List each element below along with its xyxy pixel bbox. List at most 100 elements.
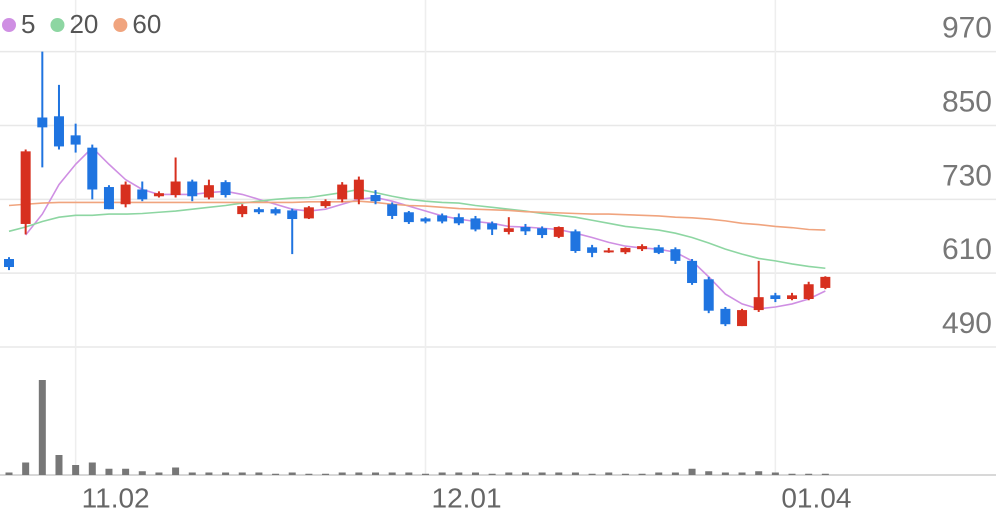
- legend-label: 60: [132, 9, 161, 39]
- volume-bar: [72, 465, 80, 475]
- candle-body: [203, 185, 214, 198]
- volume-bar: [405, 472, 413, 475]
- volume-bar: [621, 473, 629, 475]
- volume-bar: [238, 472, 246, 475]
- candle-body: [53, 116, 64, 147]
- volume-bar: [738, 472, 746, 475]
- candle-body: [670, 249, 681, 261]
- candle-body: [103, 187, 114, 210]
- candle-body: [537, 228, 548, 236]
- x-tick-label: 12.01: [432, 482, 502, 513]
- candle-body: [687, 260, 698, 284]
- candle-body: [153, 193, 164, 197]
- volume-bar: [188, 472, 196, 475]
- volume-bar: [355, 472, 363, 475]
- volume-bar: [488, 473, 496, 475]
- volume-bar: [38, 380, 46, 475]
- volume-bar: [721, 472, 729, 475]
- volume-bar: [172, 467, 180, 475]
- candle-body: [237, 206, 248, 215]
- candle-body: [587, 247, 598, 253]
- volume-bar: [821, 473, 829, 475]
- volume-bar: [138, 471, 146, 475]
- candle-body: [170, 181, 181, 196]
- candle-body: [337, 184, 348, 200]
- candle-body: [287, 210, 298, 220]
- volume-bar: [755, 471, 763, 475]
- volume-bar: [788, 473, 796, 475]
- volume-bar: [272, 473, 280, 475]
- candle-body: [270, 209, 281, 214]
- volume-bar: [505, 472, 513, 475]
- candle-body: [120, 184, 131, 205]
- volume-bar: [372, 472, 380, 475]
- volume-bar: [538, 472, 546, 475]
- candle-body: [753, 297, 764, 311]
- candle-body: [20, 151, 31, 224]
- volume-bar: [705, 471, 713, 475]
- volume-bar: [588, 473, 596, 475]
- candle-body: [570, 231, 581, 252]
- candle-body: [387, 204, 398, 216]
- volume-bar: [638, 473, 646, 475]
- volume-bar: [571, 472, 579, 475]
- legend-swatch: [2, 18, 16, 32]
- candle-body: [370, 195, 381, 202]
- volume-bar: [122, 468, 130, 475]
- candle-body: [770, 295, 781, 300]
- candle-body: [137, 189, 148, 200]
- candle-body: [553, 227, 564, 237]
- volume-bar: [22, 462, 30, 475]
- candle-body: [637, 246, 648, 250]
- volume-bar: [288, 472, 296, 475]
- candle-body: [487, 223, 498, 230]
- candle-body: [820, 276, 831, 288]
- candle-body: [803, 284, 814, 300]
- y-tick-label: 970: [942, 12, 992, 45]
- y-tick-label: 730: [942, 159, 992, 192]
- volume-bar: [322, 473, 330, 475]
- candle-body: [787, 295, 798, 300]
- volume-bar: [605, 472, 613, 475]
- volume-bar: [88, 462, 96, 475]
- candle-body: [220, 182, 231, 196]
- candle-body: [37, 117, 48, 128]
- candle-body: [253, 209, 264, 213]
- volume-bar: [771, 472, 779, 475]
- ma-line: [8, 200, 826, 231]
- volume-bar: [5, 472, 13, 475]
- x-tick-label: 01.04: [781, 482, 851, 513]
- volume-bar: [255, 472, 263, 475]
- candle-body: [703, 279, 714, 311]
- candle-body: [737, 310, 748, 327]
- volume-bar: [222, 472, 230, 475]
- y-tick-label: 850: [942, 85, 992, 118]
- volume-bar: [555, 472, 563, 475]
- ma-line: [8, 188, 826, 270]
- candle-body: [720, 308, 731, 325]
- x-tick-label: 11.02: [82, 482, 150, 513]
- volume-bar: [655, 472, 663, 475]
- volume-bar: [688, 468, 696, 475]
- candle-body: [353, 179, 364, 200]
- candle-body: [303, 207, 314, 219]
- candle-body: [603, 250, 614, 253]
- candle-body: [403, 212, 414, 223]
- volume-bar: [105, 468, 113, 475]
- volume-bar: [388, 472, 396, 475]
- candle-body: [453, 217, 464, 224]
- candle-body: [470, 218, 481, 230]
- candle-body: [520, 227, 531, 232]
- candle-body: [87, 147, 98, 190]
- volume-bar: [55, 455, 63, 475]
- volume-bar: [455, 472, 463, 475]
- candle-body: [187, 181, 198, 197]
- volume-bar: [338, 472, 346, 475]
- volume-bar: [205, 472, 213, 475]
- volume-bar: [471, 472, 479, 475]
- volume-bar: [521, 472, 529, 475]
- legend-label: 5: [21, 9, 35, 39]
- candle-body: [420, 218, 431, 222]
